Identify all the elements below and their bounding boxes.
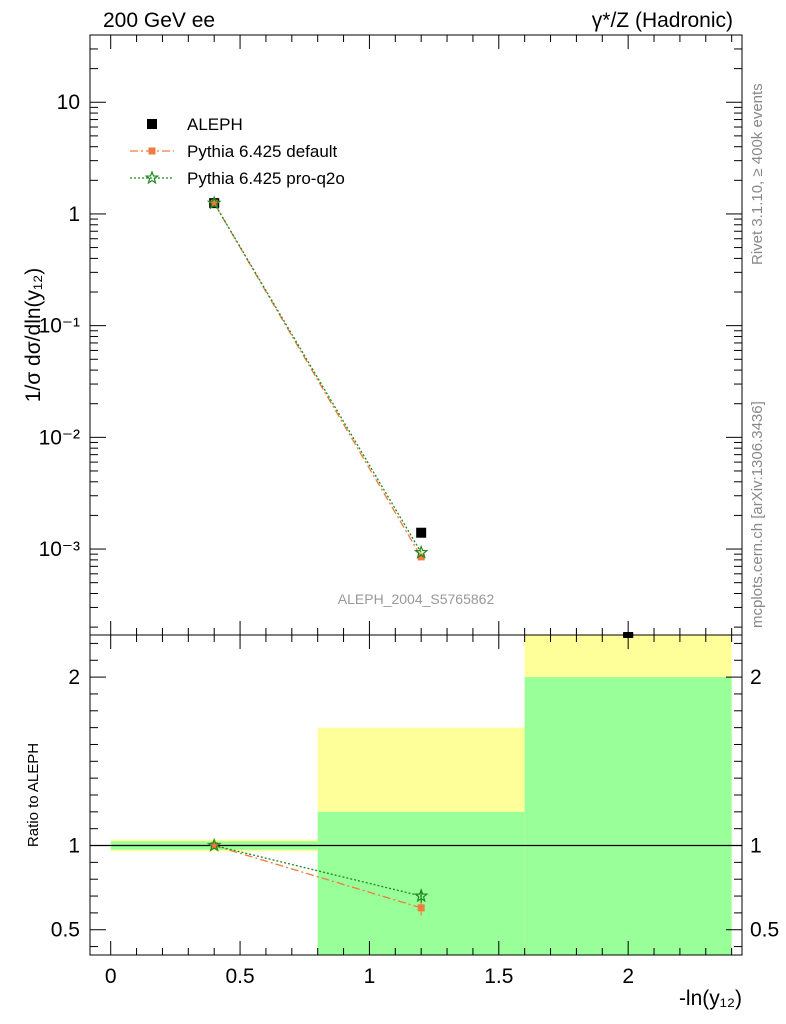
- pythia-default-point-1: [417, 553, 425, 561]
- pythia-proq2o-point-1: [413, 544, 429, 559]
- x-tick-label: 1.5: [484, 965, 513, 988]
- legend-label: Pythia 6.425 default: [187, 142, 338, 161]
- ratio-series-lines: [214, 844, 422, 909]
- legend-label: ALEPH: [187, 115, 243, 134]
- y-tick-label: 10⁻³: [39, 538, 80, 561]
- legend-marker-pythia-default: [148, 147, 156, 155]
- x-tick-label: 1: [364, 965, 376, 988]
- ratio-line-pythia-default: [214, 844, 422, 909]
- x-tick-label: 2: [622, 965, 634, 988]
- ratio-y-tick-label-right: 0.5: [750, 919, 779, 942]
- x-tick-label: 0: [105, 965, 117, 988]
- legend-marker-aleph: [147, 119, 157, 129]
- header-right-label: γ*/Z (Hadronic): [592, 9, 733, 32]
- mcplots-label: mcplots.cern.ch [arXiv:1306.3436]: [749, 401, 766, 628]
- legend: ALEPH Pythia 6.425 default Pythia 6.425 pr…: [130, 115, 345, 188]
- y-tick-label: 10⁻²: [39, 426, 80, 449]
- y-tick-label: 10: [57, 91, 80, 114]
- header-left-label: 200 GeV ee: [103, 9, 215, 32]
- x-tick-label: 0.5: [225, 965, 254, 988]
- main-ylabel: 1/σ dσ/dln(y₁₂): [22, 268, 45, 403]
- legend-marker-pythia-proq2o: [144, 170, 160, 185]
- main-series-points: [206, 195, 634, 637]
- watermark: ALEPH_2004_S5765862: [338, 591, 495, 607]
- y-tick-label: 1: [68, 203, 80, 226]
- axis-ticks: 0 0.5 1 1.5 2 10⁻³ 10⁻² 10⁻¹ 1 10 0.5 0.5 1 1 2 2: [39, 34, 779, 988]
- ratio-y-tick-label-left: 0.5: [51, 919, 80, 942]
- pythia-proq2o-point-0: [206, 195, 222, 210]
- rivet-label: Rivet 3.1.10, ≥ 400k events: [749, 83, 766, 265]
- ratio-proq2o-point-0: [206, 837, 222, 852]
- ratio-band-inner-1: [317, 811, 525, 955]
- ratio-band-inner-2: [524, 677, 732, 955]
- ratio-y-tick-label-right: 1: [750, 835, 762, 858]
- ratio-bands: [110, 635, 732, 955]
- ratio-frame: [89, 634, 743, 956]
- pythia-default-point-0: [210, 199, 218, 207]
- ratio-default-point-1: [417, 904, 425, 912]
- ratio-y-tick-label-right: 2: [750, 666, 762, 689]
- ratio-y-tick-label-left: 1: [68, 835, 80, 858]
- ratio-y-tick-label-left: 2: [68, 666, 80, 689]
- ratio-default-point-0: [210, 842, 218, 850]
- main-line-pythia-proq2o: [213, 202, 422, 553]
- ratio-proq2o-point-1: [413, 888, 429, 903]
- main-series-lines: [213, 202, 422, 558]
- ratio-line-pythia-proq2o: [214, 844, 422, 897]
- ratio-ylabel: Ratio to ALEPH: [25, 743, 42, 847]
- legend-label: Pythia 6.425 pro-q2o: [187, 169, 345, 188]
- x-axis-label: -ln(y₁₂): [679, 987, 742, 1010]
- aleph-point-1: [416, 527, 427, 538]
- y-tick-label: 10⁻¹: [39, 315, 80, 338]
